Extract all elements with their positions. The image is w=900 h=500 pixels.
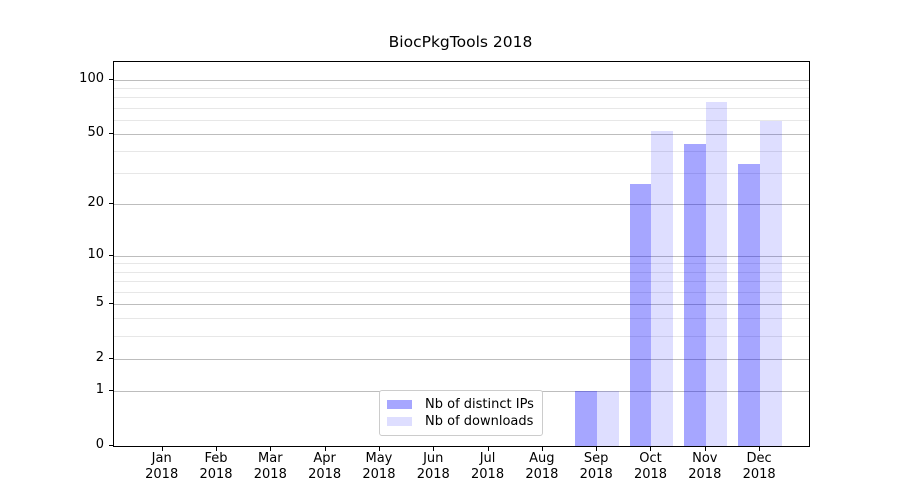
- chart-title: BiocPkgTools 2018: [388, 33, 533, 51]
- bar-downloads-nov: [705, 102, 728, 446]
- y-tick-mark: [109, 132, 113, 134]
- major-gridline: [114, 358, 809, 360]
- y-tick-label: 0: [95, 437, 104, 452]
- x-tick-mark: [433, 447, 435, 451]
- y-tick-mark: [109, 445, 113, 446]
- bar-distinct-ips-nov: [684, 143, 706, 446]
- bar-downloads-dec: [760, 120, 782, 446]
- bar-distinct-ips-oct: [629, 184, 652, 446]
- x-tick-label: Feb 2018: [199, 451, 233, 482]
- x-tick-mark: [324, 447, 326, 451]
- legend: Nb of distinct IPs Nb of downloads: [379, 390, 543, 436]
- minor-gridline: [114, 291, 809, 293]
- x-tick-mark: [487, 447, 489, 451]
- x-tick-label: Sep 2018: [579, 451, 613, 482]
- x-tick-mark: [759, 447, 761, 451]
- major-gridline: [114, 79, 809, 81]
- x-tick-label: Apr 2018: [308, 451, 342, 482]
- y-tick-label: 100: [79, 70, 104, 86]
- minor-gridline: [114, 271, 809, 273]
- y-tick-mark: [109, 302, 113, 304]
- minor-gridline: [114, 335, 809, 337]
- minor-gridline: [114, 318, 809, 320]
- x-tick-label: Oct 2018: [633, 451, 668, 482]
- x-tick-mark: [704, 447, 706, 451]
- legend-label-downloads: Nb of downloads: [425, 414, 534, 429]
- y-tick-label: 50: [87, 124, 104, 140]
- y-tick-mark: [109, 357, 113, 359]
- bar-distinct-ips-sep: [575, 390, 598, 446]
- y-tick-label: 10: [87, 246, 104, 262]
- minor-gridline: [114, 173, 809, 175]
- major-gridline: [114, 204, 809, 206]
- legend-label-distinct-ips: Nb of distinct IPs: [425, 397, 534, 412]
- bar-downloads-oct: [651, 130, 674, 446]
- minor-gridline: [114, 97, 809, 99]
- y-tick-mark: [109, 254, 113, 256]
- minor-gridline: [114, 119, 809, 121]
- y-tick-mark: [109, 203, 113, 205]
- x-tick-label: Jul 2018: [471, 451, 505, 482]
- legend-swatch-distinct-ips: [387, 399, 412, 410]
- y-tick-label: 5: [95, 294, 104, 310]
- y-tick-label: 2: [95, 349, 104, 365]
- y-tick-label: 20: [87, 195, 104, 211]
- x-tick-label: Jun 2018: [416, 451, 450, 482]
- minor-gridline: [114, 280, 809, 282]
- x-tick-label: Dec 2018: [742, 451, 776, 482]
- x-tick-label: Nov 2018: [688, 451, 722, 482]
- x-tick-mark: [161, 447, 163, 451]
- x-tick-mark: [650, 447, 652, 451]
- x-tick-label: Mar 2018: [253, 451, 287, 482]
- minor-gridline: [114, 107, 809, 109]
- legend-item-distinct-ips: Nb of distinct IPs: [387, 396, 542, 413]
- y-tick-mark: [109, 78, 113, 80]
- x-tick-label: Jan 2018: [145, 451, 179, 482]
- bar-downloads-sep: [597, 390, 619, 446]
- major-gridline: [114, 133, 809, 135]
- x-tick-mark: [378, 447, 380, 451]
- major-gridline: [114, 255, 809, 257]
- bars-layer: [114, 62, 809, 446]
- legend-item-downloads: Nb of downloads: [387, 413, 542, 430]
- legend-swatch-downloads: [387, 416, 412, 427]
- minor-gridline: [114, 151, 809, 153]
- x-tick-label: May 2018: [362, 451, 396, 482]
- bar-distinct-ips-dec: [738, 163, 761, 446]
- x-tick-label: Aug 2018: [525, 451, 559, 482]
- y-tick-label: 1: [95, 381, 104, 397]
- x-tick-mark: [541, 447, 543, 451]
- x-tick-mark: [216, 447, 217, 451]
- minor-gridline: [114, 263, 809, 265]
- major-gridline: [114, 303, 809, 305]
- y-tick-mark: [109, 389, 113, 391]
- x-tick-mark: [596, 447, 598, 451]
- minor-gridline: [114, 87, 809, 89]
- plot-area: Nb of distinct IPs Nb of downloads: [113, 61, 810, 447]
- x-tick-mark: [270, 447, 272, 451]
